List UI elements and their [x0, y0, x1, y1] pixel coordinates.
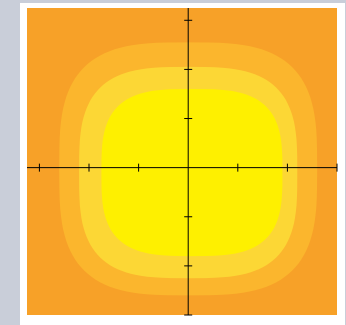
- contour-level-4: [101, 89, 283, 257]
- contour-plot: [27, 8, 338, 316]
- plot-frame: [20, 3, 345, 325]
